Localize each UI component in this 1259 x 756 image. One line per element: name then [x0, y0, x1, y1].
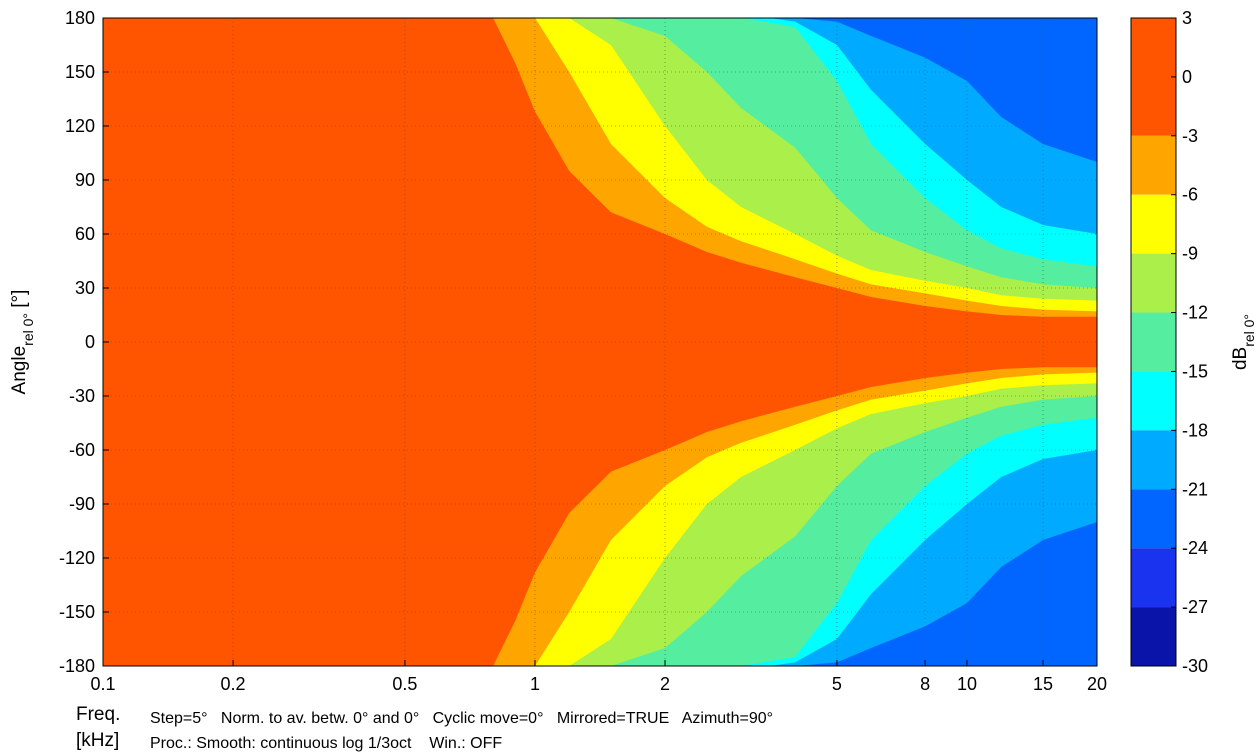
- annotation-settings: Step=5° Norm. to av. betw. 0° and 0° Cyc…: [150, 710, 773, 727]
- y-tick-label: -150: [59, 602, 95, 622]
- colorbar-segment: [1131, 430, 1176, 490]
- colorbar-label-main: dB: [1230, 347, 1251, 370]
- colorbar-tick-label: -24: [1182, 538, 1208, 558]
- colorbar-tick-label: -30: [1182, 656, 1208, 676]
- x-axis-label-unit: [kHz]: [76, 730, 119, 751]
- colorbar-segment: [1131, 194, 1176, 254]
- colorbar-tick-label: -9: [1182, 244, 1198, 264]
- y-axis-label-main: Angle: [9, 346, 30, 395]
- x-tick-label: 5: [832, 674, 842, 694]
- colorbar-tick-label: -15: [1182, 361, 1208, 381]
- x-tick-label: 0.5: [392, 674, 417, 694]
- y-tick-label: 120: [65, 116, 95, 136]
- x-tick-label: 0.1: [90, 674, 115, 694]
- x-tick-label: 0.2: [221, 674, 246, 694]
- x-tick-label: 20: [1087, 674, 1107, 694]
- colorbar-label-sub: rel 0°: [1241, 314, 1257, 347]
- y-tick-label: -120: [59, 548, 95, 568]
- colorbar-tick-label: -6: [1182, 185, 1198, 205]
- colorbar-segment: [1131, 371, 1176, 431]
- colorbar-segment: [1131, 489, 1176, 549]
- y-axis-ticks: 180 150 120 90 60 30 0 -30 -60 -90 -120 -150 -180: [59, 8, 109, 676]
- colorbar-tick-label: -27: [1182, 597, 1208, 617]
- colorbar-tick-label: -3: [1182, 126, 1198, 146]
- colorbar-segment: [1131, 312, 1176, 372]
- annotation-processing: Proc.: Smooth: continuous log 1/3oct Win…: [150, 735, 502, 752]
- colorbar-segment: [1131, 135, 1176, 195]
- y-tick-label: -180: [59, 656, 95, 676]
- colorbar: 3 0 -3 -6 -9 -12 -15 -18 -21 -24 -27 -30: [1130, 8, 1208, 676]
- colorbar-tick-label: 3: [1182, 8, 1192, 28]
- y-axis-label-sub: rel 0°: [20, 313, 36, 346]
- y-tick-label: 60: [75, 224, 95, 244]
- x-tick-label: 10: [957, 674, 977, 694]
- colorbar-segment: [1131, 18, 1176, 136]
- colorbar-segment: [1131, 253, 1176, 313]
- x-tick-label: 2: [660, 674, 670, 694]
- x-tick-label: 15: [1033, 674, 1053, 694]
- y-tick-label: 0: [85, 332, 95, 352]
- colorbar-label: dBrel 0°: [1230, 314, 1257, 370]
- colorbar-frame: [1130, 17, 1177, 667]
- y-axis-label: Anglerel 0° [°]: [9, 290, 36, 395]
- plot-area: [103, 18, 1097, 666]
- y-tick-label: -60: [69, 440, 95, 460]
- x-tick-label: 1: [530, 674, 540, 694]
- y-tick-label: -90: [69, 494, 95, 514]
- contour-region-lower-21: [795, 522, 1097, 666]
- y-tick-label: 180: [65, 8, 95, 28]
- colorbar-tick-label: 0: [1182, 67, 1192, 87]
- contour-region-upper-21: [795, 18, 1097, 162]
- colorbar-tick-label: -12: [1182, 303, 1208, 323]
- colorbar-segment: [1131, 607, 1176, 666]
- y-tick-label: 90: [75, 170, 95, 190]
- x-axis-ticks: 0.1 0.2 0.5 1 2 5 8 10 15 20: [90, 660, 1107, 694]
- y-tick-label: 30: [75, 278, 95, 298]
- y-tick-label: 150: [65, 62, 95, 82]
- colorbar-segment: [1131, 548, 1176, 608]
- y-axis-label-unit: [°]: [9, 290, 30, 313]
- x-tick-label: 8: [920, 674, 930, 694]
- colorbar-tick-label: -18: [1182, 420, 1208, 440]
- colorbar-tick-label: -21: [1182, 479, 1208, 499]
- y-tick-label: -30: [69, 386, 95, 406]
- x-axis-label-freq: Freq.: [76, 704, 120, 725]
